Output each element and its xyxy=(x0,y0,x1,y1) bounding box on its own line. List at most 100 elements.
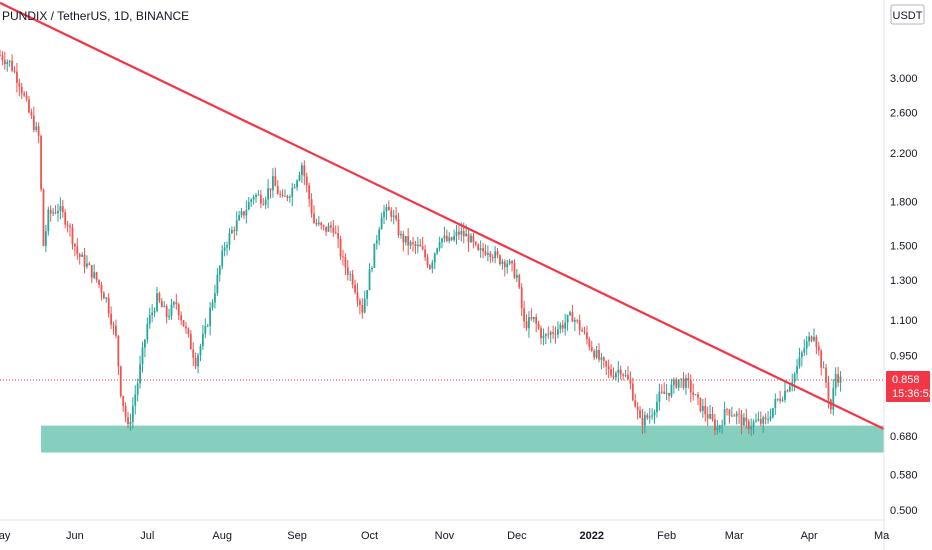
candle-body xyxy=(124,405,127,418)
candle-body xyxy=(346,267,349,275)
candle-body xyxy=(397,219,400,236)
candle-body xyxy=(426,257,429,266)
candle-body xyxy=(486,253,489,255)
candle-body xyxy=(28,99,30,113)
candle-body xyxy=(13,70,16,72)
candle-body xyxy=(477,244,480,250)
candle-body xyxy=(49,209,52,214)
candle-body xyxy=(716,428,719,430)
candle-body xyxy=(259,194,262,204)
candle-body xyxy=(581,329,583,332)
candle-body xyxy=(501,261,504,264)
candle-body xyxy=(834,374,837,389)
candle-body xyxy=(136,383,139,395)
candle-body xyxy=(216,274,219,294)
candle-body xyxy=(578,320,581,330)
candle-body xyxy=(668,392,670,397)
candle-body xyxy=(458,231,460,235)
trendline[interactable] xyxy=(0,1,885,431)
candle-body xyxy=(192,349,195,358)
candle-body xyxy=(518,275,521,288)
candle-body xyxy=(515,275,518,278)
candle-body xyxy=(815,336,818,347)
candle-body xyxy=(658,391,661,402)
candle-body xyxy=(750,426,753,430)
candle-body xyxy=(44,231,47,246)
candle-body xyxy=(71,227,74,244)
candle-body xyxy=(327,225,330,232)
candle-body xyxy=(660,391,663,393)
candle-body xyxy=(293,187,296,189)
candle-body xyxy=(390,210,393,217)
candle-body xyxy=(148,315,151,324)
currency-label: USDT xyxy=(893,10,923,22)
candle-body xyxy=(569,312,571,315)
candle-body xyxy=(313,213,315,223)
candle-body xyxy=(88,263,91,266)
candle-body xyxy=(42,189,45,246)
candle-body xyxy=(590,346,593,351)
time-tick-label: Dec xyxy=(507,530,527,542)
candle-body xyxy=(47,209,50,232)
candle-body xyxy=(134,394,137,406)
candle-body xyxy=(100,284,103,293)
time-tick-label: Jun xyxy=(66,530,84,542)
currency-button[interactable] xyxy=(890,4,925,25)
candle-body xyxy=(776,398,779,400)
time-tick-label: Nov xyxy=(435,530,455,542)
time-tick-label: Jul xyxy=(140,530,154,542)
candle-body xyxy=(532,317,535,320)
candle-body xyxy=(573,319,576,322)
candle-body xyxy=(368,269,371,291)
candle-body xyxy=(513,263,516,278)
candle-body xyxy=(332,227,335,233)
candle-body xyxy=(566,314,569,323)
candle-body xyxy=(209,307,212,326)
time-axis[interactable]: May Jun Jul Aug Sep Oct Nov Dec 2022 Feb Mar Apr Ma xyxy=(0,530,890,542)
candle-body xyxy=(629,379,632,384)
candle-body xyxy=(421,246,424,250)
candle-body xyxy=(689,380,692,393)
candle-body xyxy=(325,226,327,232)
candle-body xyxy=(240,211,243,216)
candle-body xyxy=(235,220,238,232)
candle-body xyxy=(223,247,226,251)
candle-body xyxy=(622,374,625,376)
candle-body xyxy=(76,246,79,255)
candle-body xyxy=(221,250,224,267)
candle-body xyxy=(269,188,272,191)
candle-body xyxy=(107,297,110,314)
candle-body xyxy=(66,224,69,226)
price-axis[interactable]: 4.0003.0002.6002.2001.8001.5001.3001.100… xyxy=(890,4,918,517)
candle-body xyxy=(433,253,436,263)
candle-body xyxy=(281,194,284,197)
candle-body xyxy=(310,199,313,214)
candle-body xyxy=(160,301,163,308)
candle-body xyxy=(349,274,352,276)
candle-body xyxy=(276,186,279,195)
candle-body xyxy=(226,245,228,248)
candle-body xyxy=(528,317,530,329)
candle-body xyxy=(743,417,745,426)
candle-body xyxy=(745,417,748,422)
candle-body xyxy=(230,230,233,234)
candle-body xyxy=(288,196,291,198)
candle-body xyxy=(827,382,830,400)
candle-body xyxy=(438,242,441,249)
candle-body xyxy=(264,199,267,205)
candle-body xyxy=(784,390,786,400)
candle-body xyxy=(247,202,250,210)
price-tick-label: 3.000 xyxy=(890,73,918,85)
candle-body xyxy=(656,401,658,413)
time-tick-label: Aug xyxy=(212,530,232,542)
candle-body xyxy=(20,86,23,94)
candle-body xyxy=(605,360,608,367)
candle-body xyxy=(624,374,627,376)
candle-body xyxy=(704,406,707,415)
candle-body xyxy=(646,415,649,418)
candle-body xyxy=(404,236,407,243)
candle-body xyxy=(284,195,286,197)
candle-body xyxy=(549,332,552,335)
candle-body xyxy=(764,417,767,420)
